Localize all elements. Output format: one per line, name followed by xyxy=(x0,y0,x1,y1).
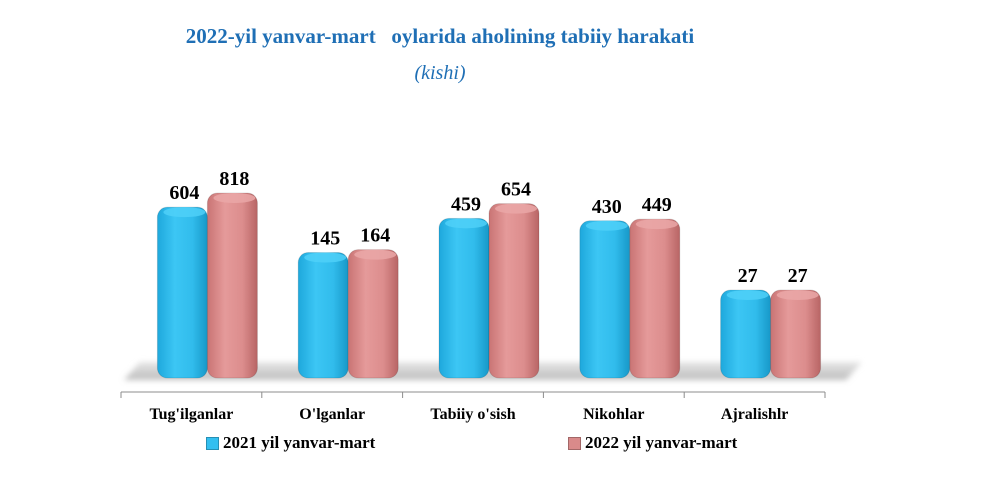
data-label-2022-4: 27 xyxy=(788,265,808,287)
bar-2021-3 xyxy=(579,220,631,379)
bar-2022-3 xyxy=(629,218,681,379)
chart-subtitle: (kishi) xyxy=(414,62,466,84)
bar-top-2021-1 xyxy=(304,252,347,263)
bar-2022-2 xyxy=(488,203,540,379)
legend-swatch-2022 xyxy=(568,436,581,450)
bar-top-2021-3 xyxy=(585,220,628,231)
legend-item-2021: 2021 yil yanvar-mart xyxy=(206,433,375,453)
bar-2021-1 xyxy=(297,252,349,379)
bar-top-2021-2 xyxy=(445,218,487,229)
bar-top-2022-4 xyxy=(776,290,819,300)
bar-2021-0 xyxy=(156,206,208,379)
data-label-2022-1: 164 xyxy=(360,225,390,247)
chart-title: 2022-yil yanvar-mart oylarida aholining … xyxy=(185,24,695,48)
x-tick-label-0: Tug'ilganlar xyxy=(149,406,233,423)
data-label-2022-3: 449 xyxy=(642,194,672,216)
bar-2022-0 xyxy=(206,192,258,379)
x-tick-label-2: Tabiiy o'sish xyxy=(430,406,515,423)
data-label-2021-2: 459 xyxy=(451,193,481,215)
data-label-2022-2: 654 xyxy=(501,179,531,201)
bar-top-2022-0 xyxy=(213,193,256,203)
bar-top-2022-2 xyxy=(495,203,537,214)
legend-item-2022: 2022 yil yanvar-mart xyxy=(568,433,737,453)
legend-label-2022: 2022 yil yanvar-mart xyxy=(585,433,738,452)
data-label-2021-0: 604 xyxy=(169,182,199,204)
bar-top-2021-0 xyxy=(163,207,206,218)
bar-top-2022-3 xyxy=(635,219,678,230)
bar-2022-1 xyxy=(347,249,399,379)
bar-top-2021-4 xyxy=(726,290,769,300)
data-label-2021-4: 27 xyxy=(738,265,758,287)
x-tick-label-3: Nikohlar xyxy=(583,406,644,423)
bar-2021-2 xyxy=(438,217,490,379)
data-label-2021-1: 145 xyxy=(310,228,340,250)
x-tick-label-4: Ajralishlr xyxy=(721,406,789,423)
bar-top-2022-1 xyxy=(354,249,397,260)
bar-2021-4 xyxy=(720,289,772,379)
data-label-2021-3: 430 xyxy=(592,196,622,218)
legend-label-2021: 2021 yil yanvar-mart xyxy=(223,433,376,452)
legend-swatch-2021 xyxy=(206,436,219,450)
data-label-2022-0: 818 xyxy=(219,168,249,190)
bar-2022-4 xyxy=(770,289,822,379)
x-tick-label-1: O'lganlar xyxy=(299,406,365,423)
